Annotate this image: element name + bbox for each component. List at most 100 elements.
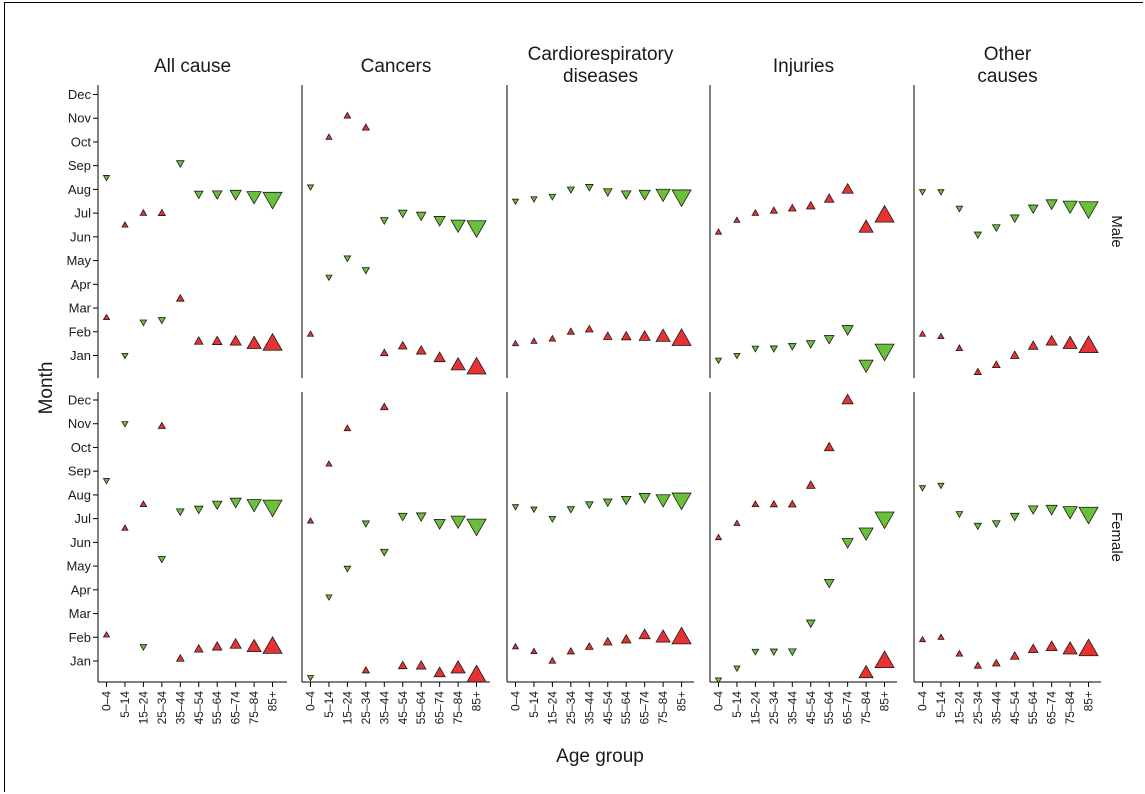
peak-marker <box>262 499 283 518</box>
x-tick-label: 0–4 <box>100 691 114 711</box>
peak-marker <box>602 188 613 198</box>
peak-marker <box>415 512 427 523</box>
trough-marker <box>262 332 283 351</box>
peak-marker <box>211 190 223 200</box>
peak-marker <box>733 353 741 360</box>
x-tick-label: 45–54 <box>396 691 410 725</box>
y-tick-label: Jul <box>74 511 91 526</box>
trough-marker <box>973 367 983 375</box>
trough-marker <box>433 351 446 363</box>
trough-marker <box>955 344 964 352</box>
x-tick-label: 15–24 <box>748 691 762 725</box>
peak-marker <box>733 665 741 673</box>
peak-marker <box>584 501 594 510</box>
x-tick-label: 45–54 <box>804 691 818 725</box>
y-tick-label: Apr <box>71 277 92 292</box>
trough-marker <box>841 393 854 405</box>
y-tick-label: Sep <box>68 158 91 173</box>
trough-marker <box>1009 350 1020 359</box>
x-tick-label: 75–84 <box>1063 691 1077 725</box>
trough-marker <box>379 402 389 411</box>
peak-marker <box>655 494 671 508</box>
trough-marker <box>211 335 223 345</box>
peak-marker <box>823 578 835 589</box>
peak-marker <box>841 538 854 549</box>
trough-marker <box>714 533 723 541</box>
x-tick-label: 55–64 <box>210 691 224 725</box>
trough-marker <box>102 313 111 321</box>
peak-marker <box>325 594 333 601</box>
peak-marker <box>638 189 651 201</box>
peak-marker <box>306 184 315 191</box>
trough-marker <box>466 356 487 375</box>
peak-marker <box>955 205 964 213</box>
trough-marker <box>769 499 779 508</box>
trough-marker <box>638 329 651 341</box>
trough-marker <box>602 636 613 646</box>
peak-marker <box>246 191 262 205</box>
trough-marker <box>229 637 242 649</box>
trough-marker <box>769 206 779 214</box>
peak-marker <box>714 677 723 684</box>
trough-marker <box>511 642 520 650</box>
x-tick-label: 75–84 <box>247 691 261 725</box>
facet-title-2: Cancers <box>361 56 432 77</box>
peak-marker <box>874 511 895 530</box>
peak-marker <box>1027 505 1039 515</box>
peak-marker <box>262 191 283 210</box>
trough-marker <box>343 424 352 432</box>
trough-marker <box>733 519 741 526</box>
y-tick-label: Dec <box>68 87 92 102</box>
y-tick-label: May <box>66 559 91 574</box>
peak-marker <box>361 520 371 528</box>
peak-marker <box>973 522 983 531</box>
trough-marker <box>306 330 315 337</box>
x-tick-label: 25–34 <box>971 691 985 725</box>
trough-marker <box>874 650 895 669</box>
peak-marker <box>751 345 760 353</box>
trough-marker <box>733 216 741 223</box>
peak-marker <box>918 485 927 492</box>
peak-marker <box>325 274 333 282</box>
trough-marker <box>918 635 927 643</box>
trough-marker <box>751 500 760 508</box>
trough-marker <box>858 219 874 233</box>
peak-marker <box>433 519 446 530</box>
facet-title-3: diseases <box>563 66 638 87</box>
peak-marker <box>1027 204 1039 215</box>
x-tick-label: 65–74 <box>1045 691 1059 725</box>
y-tick-label: Dec <box>68 393 92 408</box>
trough-marker <box>671 328 692 346</box>
x-tick-label: 65–74 <box>229 691 243 725</box>
peak-marker <box>955 511 964 519</box>
peak-marker <box>466 518 487 537</box>
peak-marker <box>671 189 692 208</box>
trough-marker <box>450 660 466 674</box>
trough-marker <box>1027 643 1039 653</box>
peak-marker <box>175 508 185 517</box>
y-axis-title: Month <box>36 362 57 415</box>
x-tick-label: 45–54 <box>601 691 615 725</box>
peak-marker <box>937 189 945 196</box>
peak-marker <box>787 342 797 351</box>
x-tick-label: 65–74 <box>638 691 652 725</box>
trough-marker <box>175 293 185 302</box>
trough-marker <box>246 638 262 653</box>
trough-marker <box>751 208 760 216</box>
x-tick-label: 85+ <box>266 691 280 711</box>
peak-marker <box>769 648 779 656</box>
y-tick-label: May <box>66 253 91 268</box>
x-tick-label: 85+ <box>878 691 892 711</box>
trough-marker <box>548 656 557 664</box>
trough-marker <box>211 641 223 651</box>
trough-marker <box>1045 640 1058 651</box>
peak-marker <box>751 648 760 656</box>
x-tick-label: 35–44 <box>785 691 799 725</box>
trough-marker <box>937 332 945 340</box>
x-tick-label: 25–34 <box>359 691 373 725</box>
peak-marker <box>193 190 204 200</box>
trough-marker <box>655 328 671 342</box>
peak-marker <box>211 500 223 511</box>
peak-marker <box>511 198 520 206</box>
peak-marker <box>566 186 576 194</box>
